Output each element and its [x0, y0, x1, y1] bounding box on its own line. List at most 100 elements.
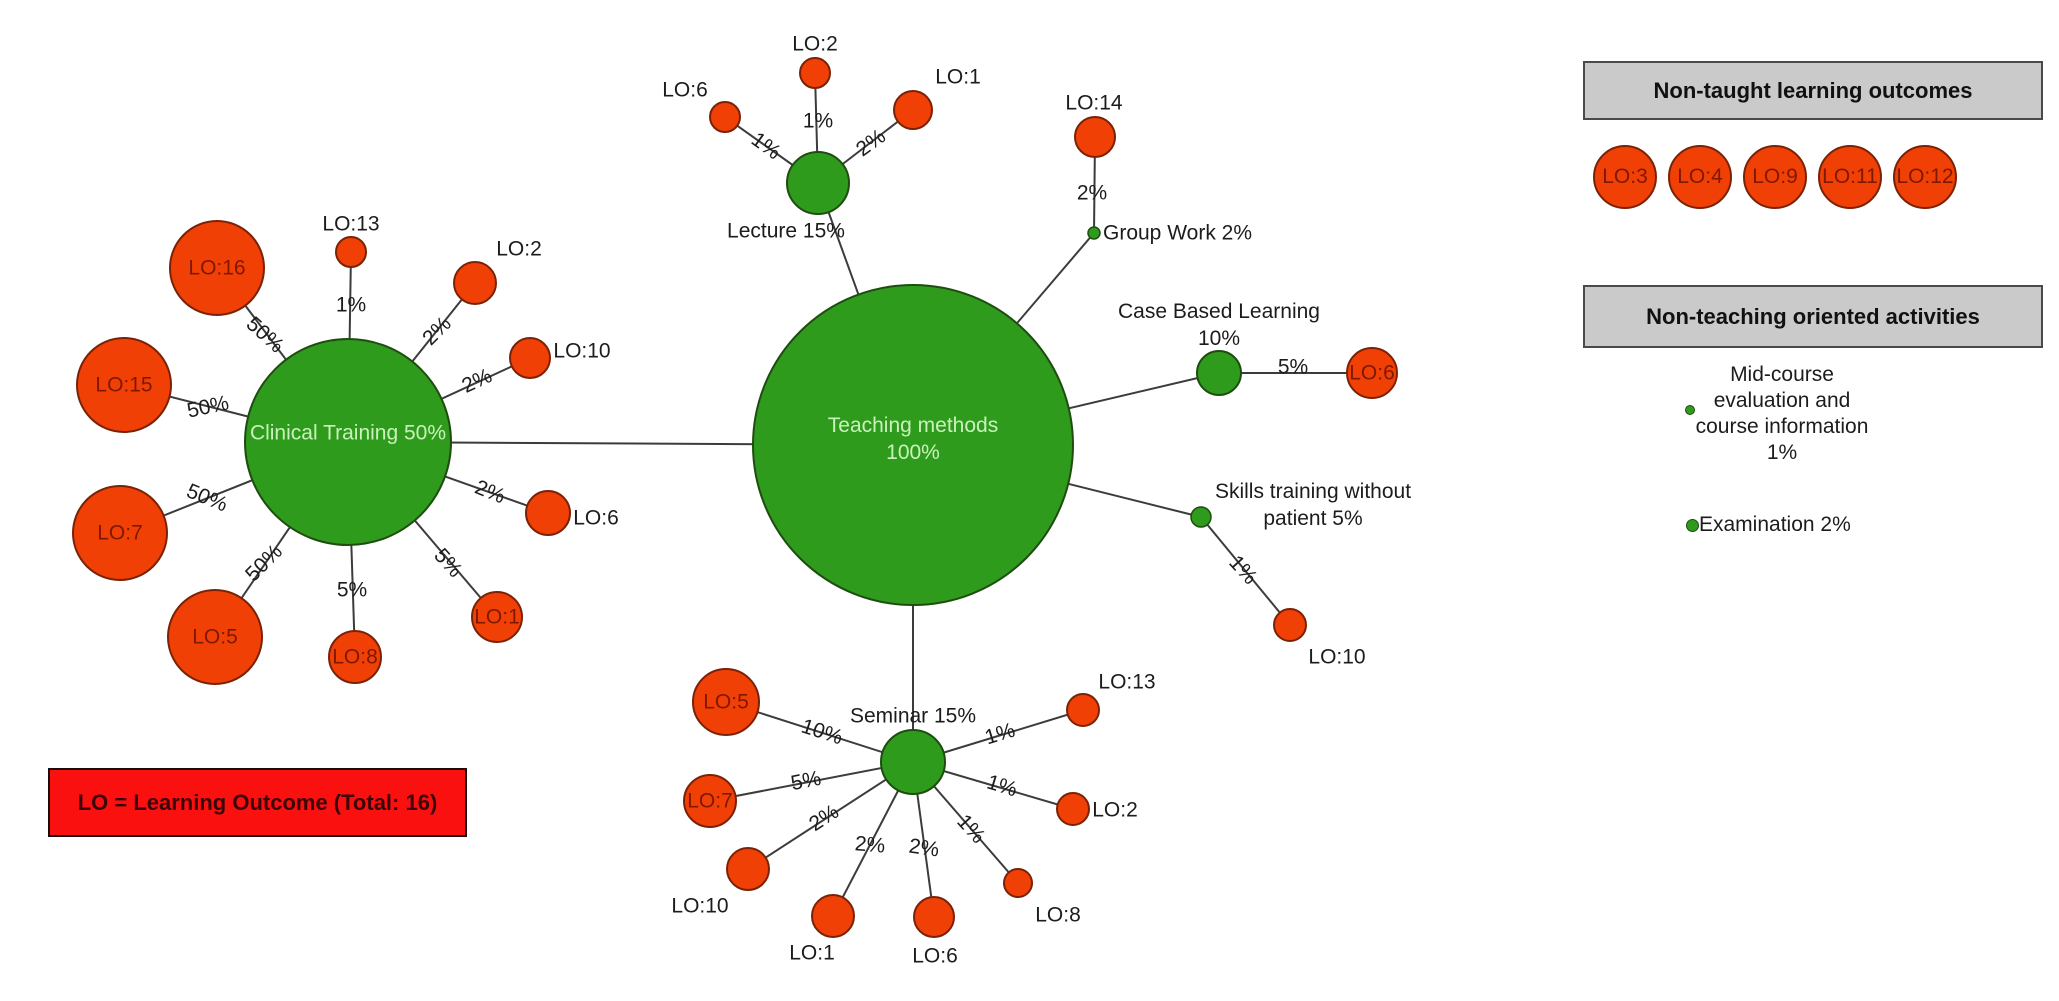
node-m8-circle: [1003, 868, 1033, 898]
edge-label-cbl-b6: 5%: [1278, 356, 1308, 379]
label-s10: LO:10: [1308, 646, 1365, 669]
edge-label-groupwork-g14: 2%: [1077, 182, 1107, 205]
label-l2: LO:2: [792, 33, 838, 56]
lo-circle-4: LO:4: [1668, 145, 1732, 209]
label-m5: LO:5: [703, 691, 749, 714]
node-c16-circle: [169, 220, 265, 316]
label-m6: LO:6: [912, 945, 958, 968]
label-c13: LO:13: [322, 213, 379, 236]
edge-label-clinical-c7: 50%: [183, 479, 231, 516]
node-m1-circle: [811, 894, 855, 938]
label-m7: LO:7: [687, 790, 733, 813]
node-l2-circle: [799, 57, 831, 89]
edge-label-seminar-m6: 2%: [907, 834, 940, 861]
label-c5: LO:5: [192, 626, 238, 649]
node-m6-circle: [913, 896, 955, 938]
node-groupwork-dot-icon: [1087, 226, 1101, 240]
edge-label-lecture-l2: 1%: [803, 110, 833, 133]
node-m5-circle: [692, 668, 760, 736]
node-l6-circle: [709, 101, 741, 133]
label-lecture: Lecture 15%: [727, 220, 845, 243]
edge-label-clinical-c8: 5%: [337, 579, 367, 602]
label-m1: LO:1: [789, 942, 835, 965]
node-b6-circle: [1346, 347, 1398, 399]
node-l1-circle: [893, 90, 933, 130]
label-clinical: Clinical Training 50%: [250, 422, 446, 445]
non-taught-circles: LO:3 LO:4 LO:9 LO:11 LO:12: [1593, 145, 1957, 209]
edge-skills-s10: [1200, 516, 1291, 626]
label-m8: LO:8: [1035, 904, 1081, 927]
edge-label-seminar-m10: 2%: [805, 800, 843, 836]
label-teaching: 100%: [886, 441, 940, 464]
label-seminar: Seminar 15%: [850, 705, 976, 728]
lo-circle-11: LO:11: [1818, 145, 1882, 209]
node-c6-circle: [525, 490, 571, 536]
node-c2-circle: [453, 261, 497, 305]
edge-label-clinical-c6: 2%: [472, 476, 509, 509]
edge-label-seminar-m8: 1%: [952, 810, 989, 848]
node-layer: [72, 57, 1398, 938]
node-teaching-circle: [752, 284, 1074, 606]
node-c13-circle: [335, 236, 367, 268]
examination-label: Examination 2%: [1699, 513, 1851, 536]
label-g14: LO:14: [1065, 92, 1123, 115]
edge-label-seminar-m1: 2%: [854, 832, 886, 858]
edge-label-clinical-c15: 50%: [185, 391, 231, 422]
bullet-dot-icon: [1685, 405, 1695, 415]
label-l6: LO:6: [662, 79, 708, 102]
label-m13: LO:13: [1098, 671, 1155, 694]
lo-circle-9: LO:9: [1743, 145, 1807, 209]
edge-label-seminar-m7: 5%: [789, 767, 823, 795]
mid-course-evaluation-label: Mid-course evaluation and course informa…: [1695, 363, 1869, 464]
edge-label-seminar-m2: 1%: [984, 771, 1020, 802]
node-g14-circle: [1074, 116, 1116, 158]
node-c15-circle: [76, 337, 172, 433]
label-c1: LO:1: [474, 606, 520, 629]
label-m10: LO:10: [671, 895, 728, 918]
edge-label-lecture-l1: 2%: [852, 125, 890, 161]
legend-box: LO = Learning Outcome (Total: 16): [48, 768, 467, 837]
label-c2: LO:2: [496, 238, 542, 261]
node-c7-circle: [72, 485, 168, 581]
node-c8-circle: [328, 630, 382, 684]
node-s10-circle: [1273, 608, 1307, 642]
legend-text: LO = Learning Outcome (Total: 16): [77, 789, 438, 815]
node-m7-circle: [683, 774, 737, 828]
label-layer: Teaching methods 100% Clinical Training 50…: [95, 33, 1411, 968]
label-cbl: Case Based Learning: [1118, 300, 1320, 323]
node-skills-dot-icon: [1190, 506, 1212, 528]
edge-label-clinical-c10: 2%: [458, 364, 495, 398]
node-c1-circle: [471, 591, 523, 643]
node-clinical-circle: [244, 338, 452, 546]
label-groupwork: Group Work 2%: [1103, 222, 1252, 245]
label-c8: LO:8: [332, 646, 378, 669]
node-m13-circle: [1066, 693, 1100, 727]
lo-circle-3: LO:3: [1593, 145, 1657, 209]
label-teaching: Teaching methods: [828, 414, 998, 437]
edge-label-lecture-l6: 1%: [747, 128, 785, 164]
node-seminar-circle: [880, 729, 946, 795]
node-m10-circle: [726, 847, 770, 891]
label-c7: LO:7: [97, 522, 143, 545]
lo-circle-label: LO:4: [1677, 165, 1723, 188]
edge-label-seminar-m13: 1%: [982, 719, 1018, 750]
edge-label-seminar-m5: 10%: [798, 715, 845, 750]
edge-label-clinical-c5: 50%: [241, 540, 287, 586]
edge-label-clinical-c2: 2%: [418, 312, 456, 350]
label-skills: patient 5%: [1263, 507, 1362, 530]
node-lecture-circle: [786, 151, 850, 215]
node-cbl-circle: [1196, 350, 1242, 396]
edge-seminar-m7: [709, 761, 914, 802]
lo-circle-label: LO:9: [1752, 165, 1798, 188]
label-b6: LO:6: [1349, 362, 1395, 385]
lo-circle-label: LO:12: [1896, 165, 1954, 188]
edge-label-clinical-c16: 50%: [242, 312, 289, 357]
lo-circle-12: LO:12: [1893, 145, 1957, 209]
label-m2: LO:2: [1092, 799, 1138, 822]
edge-label-clinical-c13: 1%: [336, 294, 366, 317]
label-skills: Skills training without: [1215, 480, 1411, 503]
lo-circle-label: LO:3: [1602, 165, 1648, 188]
bullet-dot-icon: [1686, 519, 1699, 532]
